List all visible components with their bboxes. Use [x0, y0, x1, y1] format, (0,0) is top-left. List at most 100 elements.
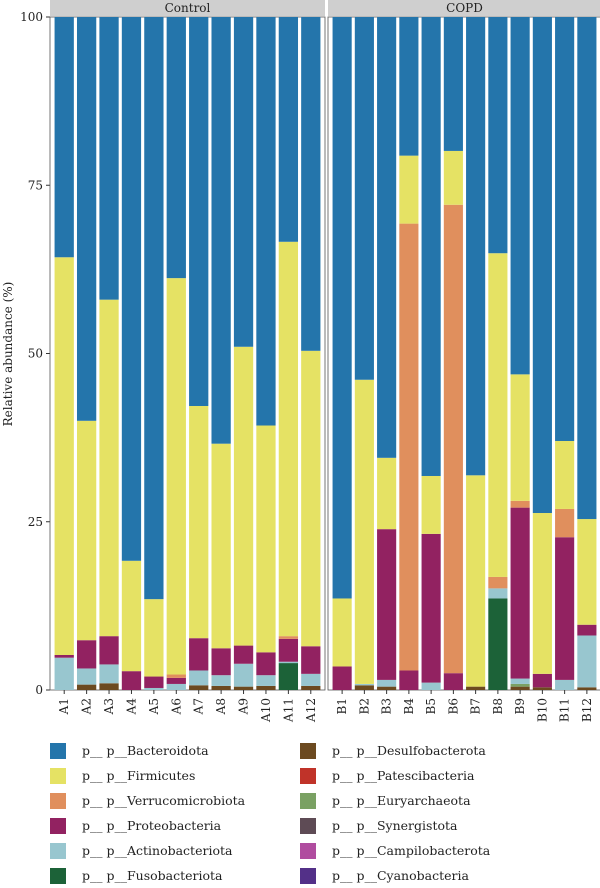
bar-segment — [532, 673, 552, 688]
bar-segment — [144, 17, 164, 600]
bar-segment — [510, 686, 530, 690]
bar-segment — [510, 683, 530, 687]
legend-swatch — [50, 767, 66, 784]
bar-segment — [166, 674, 186, 678]
bar-segment — [377, 686, 397, 690]
bar-segment — [144, 676, 164, 688]
bar-segment — [354, 379, 374, 684]
x-tick-label: B1 — [335, 698, 349, 714]
y-tick-label: 50 — [28, 347, 43, 361]
x-tick-label: A11 — [281, 698, 295, 723]
legend-label: p__ p__Verrucomicrobiota — [82, 793, 246, 808]
bar-segment — [166, 677, 186, 684]
bar-segment — [555, 679, 575, 690]
bar-segment — [278, 636, 299, 639]
legend-swatch — [300, 842, 316, 859]
legend-label: p__ p__Synergistota — [332, 818, 458, 833]
bar-segment — [121, 17, 142, 561]
bar-segment — [532, 513, 552, 674]
bar-segment — [278, 663, 299, 690]
bar-segment — [233, 17, 254, 347]
bar-segment — [466, 475, 486, 687]
bar-segment — [555, 440, 575, 509]
x-tick-label: A12 — [304, 698, 318, 723]
bar-segment — [488, 588, 508, 599]
bar-segment — [211, 443, 231, 649]
bar-segment — [421, 682, 441, 690]
bar-segment — [211, 648, 231, 676]
bar-segment — [144, 599, 164, 677]
bar-segment — [76, 17, 97, 421]
bar-segment — [189, 685, 209, 690]
x-tick-label: A3 — [102, 698, 116, 715]
panel-title: COPD — [446, 1, 483, 15]
bar-segment — [189, 670, 209, 686]
bar-segment — [510, 507, 530, 679]
bar-segment — [332, 17, 352, 599]
legend-item: p__ p__Patescibacteria — [300, 763, 550, 788]
bar-segment — [233, 346, 254, 646]
legend-swatch — [300, 767, 316, 784]
legend-item: p__ p__Cyanobacteria — [300, 863, 550, 888]
panel-strip — [328, 0, 600, 16]
legend-label: p__ p__Fusobacteriota — [82, 868, 223, 883]
bar-segment — [121, 560, 142, 672]
legend-item: p__ p__Verrucomicrobiota — [50, 788, 300, 813]
bar-segment — [76, 684, 97, 690]
x-tick-label: B12 — [580, 698, 594, 722]
bar-segment — [443, 150, 463, 205]
bar-segment — [510, 374, 530, 501]
bar-segment — [166, 683, 186, 690]
panel-title: Control — [165, 1, 211, 15]
bar-segment — [54, 17, 74, 258]
bar-segment — [99, 17, 119, 300]
legend-label: p__ p__Patescibacteria — [332, 768, 475, 783]
bar-segment — [532, 17, 552, 514]
bar-segment — [301, 646, 321, 674]
bar-segment — [301, 673, 321, 686]
legend-column-right: p__ p__Desulfobacterota p__ p__Patescibac… — [300, 738, 550, 888]
legend-label: p__ p__Actinobacteriota — [82, 843, 233, 858]
y-tick-label: 25 — [28, 515, 43, 529]
y-tick-label: 100 — [20, 10, 43, 24]
bar-segment — [377, 529, 397, 680]
bar-segment — [555, 537, 575, 680]
legend-swatch — [300, 742, 316, 759]
legend-item: p__ p__Bacteroidota — [50, 738, 300, 763]
x-tick-label: B7 — [469, 698, 483, 714]
bar-segment — [54, 657, 74, 690]
bar-segment — [399, 155, 419, 224]
bar-segment — [76, 668, 97, 685]
bar-segment — [211, 17, 231, 444]
legend-item: p__ p__Euryarchaeota — [300, 788, 550, 813]
bar-segment — [466, 17, 486, 476]
bar-segment — [166, 278, 186, 675]
bar-segment — [278, 17, 299, 242]
bar-segment — [443, 204, 463, 674]
legend-column-left: p__ p__Bacteroidota p__ p__Firmicutes p__ … — [50, 738, 300, 888]
bar-segment — [278, 661, 299, 664]
bar-segment — [488, 576, 508, 589]
x-tick-label: A8 — [214, 698, 228, 715]
bar-segment — [488, 253, 508, 577]
bar-segment — [577, 635, 597, 688]
bar-segment — [211, 675, 231, 686]
legend-swatch — [50, 742, 66, 759]
bar-segment — [301, 17, 321, 351]
legend-label: p__ p__Proteobacteria — [82, 818, 222, 833]
bar-segment — [332, 598, 352, 667]
legend-label: p__ p__Firmicutes — [82, 768, 196, 783]
y-tick-label: 0 — [35, 683, 43, 697]
bar-segment — [121, 671, 142, 690]
x-tick-label: A9 — [237, 698, 251, 715]
bar-segment — [189, 17, 209, 406]
bar-segment — [233, 686, 254, 690]
x-tick-label: B10 — [535, 698, 549, 722]
x-tick-label: A4 — [124, 698, 138, 716]
legend-label: p__ p__Cyanobacteria — [332, 868, 469, 883]
bar-segment — [488, 598, 508, 690]
x-tick-label: B4 — [402, 698, 416, 715]
bar-segment — [76, 420, 97, 641]
bar-segment — [54, 257, 74, 656]
legend-item: p__ p__Proteobacteria — [50, 813, 300, 838]
